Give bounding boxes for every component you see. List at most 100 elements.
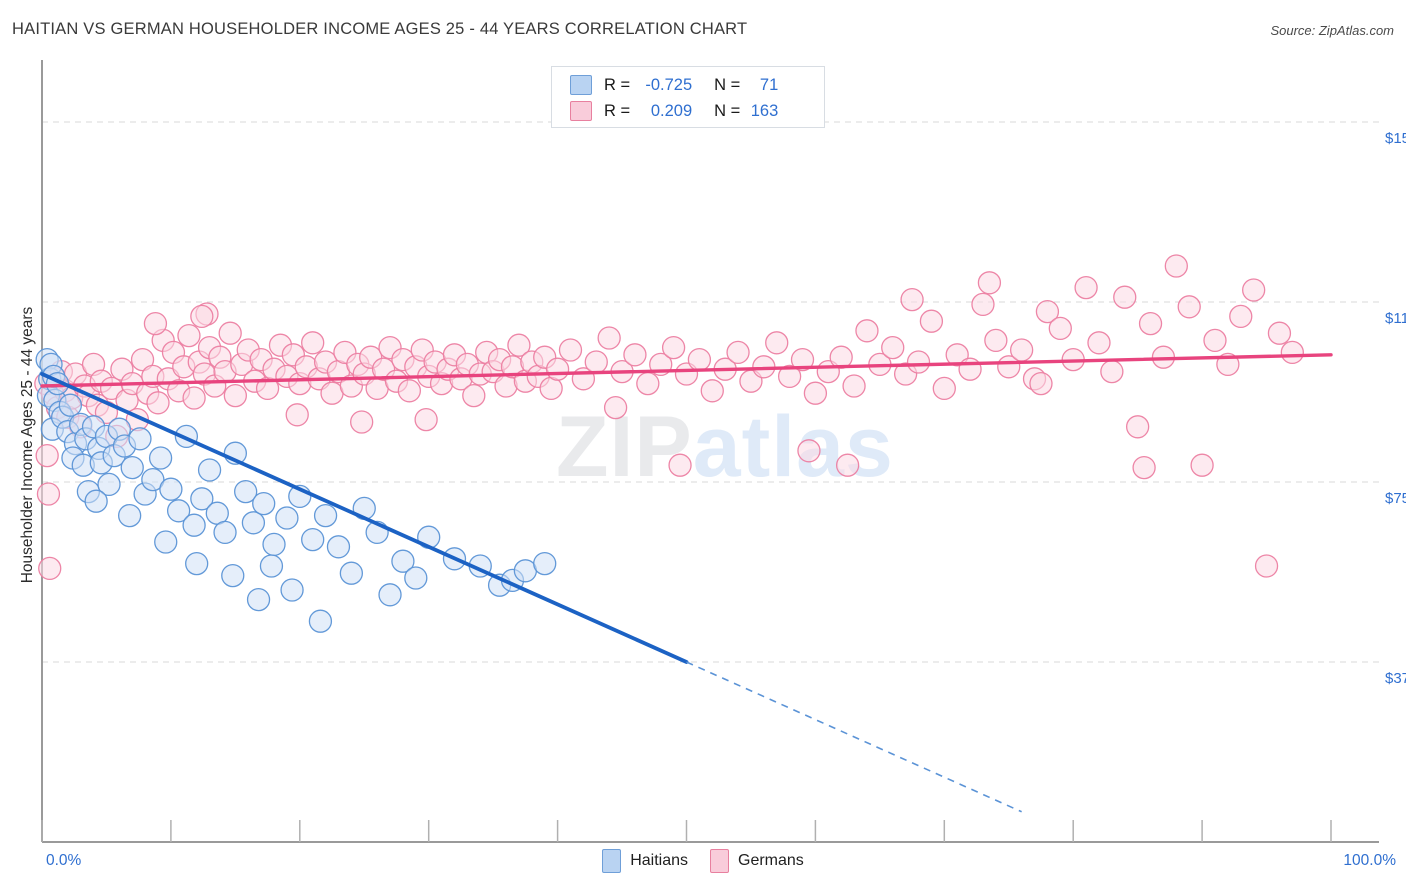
correlation-legend: R = -0.725 N = 71 R = 0.209 N = 163 (551, 66, 825, 128)
data-point (558, 338, 583, 362)
data-point (197, 458, 222, 482)
data-point (668, 453, 692, 477)
data-point (765, 331, 789, 355)
data-point (545, 357, 570, 381)
legend-r-value: -0.725 (645, 75, 693, 94)
data-point (241, 511, 266, 535)
data-point (308, 609, 333, 633)
data-point (166, 499, 191, 523)
data-point (221, 563, 245, 588)
data-point (234, 479, 258, 504)
data-point (1138, 311, 1163, 336)
data-point (533, 551, 557, 576)
data-point (700, 379, 724, 403)
data-point (932, 376, 956, 401)
legend-r-value: 0.209 (650, 101, 693, 120)
data-point (726, 340, 750, 365)
data-point (117, 503, 142, 528)
data-point (262, 532, 286, 557)
data-point (977, 271, 1002, 295)
source-label: Source: ZipAtlas.com (1270, 23, 1394, 38)
x-tick-label-max: 100.0% (1343, 852, 1396, 869)
legend-n-label: N = (714, 75, 741, 94)
data-point (252, 491, 276, 516)
data-point (1087, 331, 1111, 355)
legend-r-label: R = (604, 101, 631, 120)
scatter-series-haitians (35, 347, 557, 633)
data-point (1009, 338, 1034, 362)
data-point (285, 403, 309, 427)
data-point (623, 343, 647, 367)
data-point (339, 561, 364, 585)
data-point (1113, 285, 1137, 309)
data-point (797, 439, 821, 463)
legend-swatch-haitians (570, 75, 592, 95)
data-point (636, 371, 660, 396)
data-point (1164, 254, 1188, 278)
data-point (855, 319, 879, 343)
data-point (130, 347, 155, 372)
data-point (1254, 554, 1279, 578)
data-point (919, 309, 944, 333)
y-tick-label: $75,000 (1385, 490, 1406, 507)
legend-n-label: N = (714, 101, 741, 120)
series-label-haitians: Haitians (630, 852, 688, 869)
data-point (35, 443, 59, 468)
data-point (1267, 321, 1292, 345)
data-point (97, 472, 121, 497)
legend-row-haitians: R = -0.725 N = 71 (552, 72, 824, 98)
data-point (971, 292, 995, 317)
data-point (58, 393, 83, 417)
data-point (1100, 359, 1124, 384)
data-point (1132, 455, 1156, 480)
data-point (1280, 340, 1304, 365)
data-point (790, 347, 815, 372)
data-point (1242, 278, 1266, 302)
data-point (1203, 328, 1227, 353)
data-point (148, 446, 173, 470)
data-point (143, 311, 168, 336)
data-point (84, 489, 108, 513)
data-point (1190, 453, 1214, 477)
data-point (177, 323, 201, 348)
data-point (462, 383, 486, 408)
data-point (584, 350, 608, 374)
data-point (958, 357, 982, 381)
series-legend: Haitians Germans (0, 849, 1406, 873)
data-point (1177, 295, 1201, 319)
data-point (1074, 275, 1098, 300)
data-point (223, 383, 248, 408)
data-point (313, 503, 338, 528)
data-point (190, 304, 214, 329)
data-point (154, 530, 178, 554)
data-point (1229, 304, 1253, 329)
data-point (1126, 415, 1150, 439)
data-point (1029, 371, 1053, 396)
page-title: HAITIAN VS GERMAN HOUSEHOLDER INCOME AGE… (12, 20, 748, 38)
data-point (404, 566, 428, 590)
data-point (414, 407, 438, 432)
trendline-haitians-extrapolated (686, 661, 1022, 813)
data-point (803, 381, 828, 405)
series-legend-item-germans[interactable]: Germans (710, 849, 804, 873)
data-point (182, 386, 206, 410)
data-point (984, 328, 1008, 353)
data-point (301, 331, 325, 355)
data-point (246, 587, 271, 612)
series-swatch-germans (710, 849, 729, 873)
data-point (842, 374, 866, 398)
data-point (120, 455, 144, 480)
data-point (881, 335, 905, 360)
data-point (141, 467, 165, 492)
data-point (213, 520, 237, 545)
data-point (507, 333, 531, 357)
data-point (190, 487, 214, 511)
series-legend-item-haitians[interactable]: Haitians (602, 849, 688, 873)
data-point (38, 556, 62, 581)
legend-n-value: 71 (759, 75, 779, 94)
legend-n-value: 163 (750, 101, 779, 120)
y-tick-label: $37,500 (1385, 670, 1406, 687)
data-point (900, 287, 924, 312)
trendline-haitians (40, 372, 689, 664)
